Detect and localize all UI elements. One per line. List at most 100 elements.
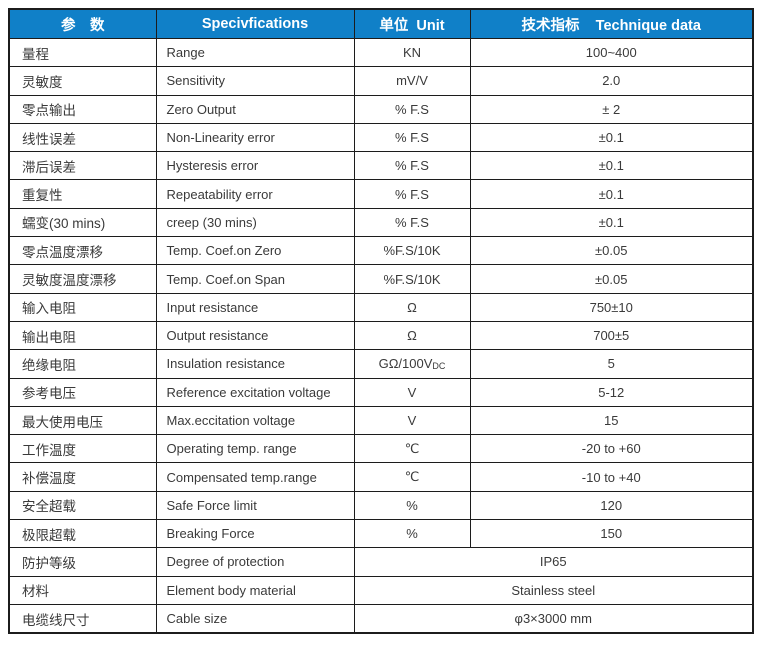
value-cell: 120 — [469, 490, 754, 521]
param-cn-cell: 补偿温度 — [8, 462, 157, 492]
table-row: 灵敏度温度漂移 Temp. Coef.on Span %F.S/10K ±0.05 — [8, 264, 754, 294]
param-cn-cell: 防护等级 — [8, 547, 157, 577]
value-cell: ±0.1 — [469, 151, 754, 181]
param-en-cell: Range — [155, 37, 355, 68]
unit-cell: % F.S — [353, 179, 471, 209]
param-cn-cell: 零点温度漂移 — [8, 236, 157, 266]
param-cn-cell: 参考电压 — [8, 377, 157, 407]
param-en-cell: Safe Force limit — [155, 490, 355, 521]
value-cell: 150 — [469, 519, 754, 549]
unit-subscript: DC — [432, 361, 446, 372]
unit-cell: % — [353, 490, 471, 521]
table-row: 零点温度漂移 Temp. Coef.on Zero %F.S/10K ±0.05 — [8, 236, 754, 266]
unit-cell: % F.S — [353, 207, 471, 238]
param-en-cell: Cable size — [155, 603, 355, 634]
param-en-cell: Element body material — [155, 575, 355, 605]
unit-cell: % — [353, 519, 471, 549]
unit-cell: V — [353, 377, 471, 407]
value-cell: ±0.1 — [469, 122, 754, 153]
spec-table: 参 数 Specivfications 单位 Unit 技术指标 Techniq… — [8, 8, 754, 635]
table-row: 参考电压 Reference excitation voltage V 5-12 — [8, 377, 754, 407]
unit-cell: % F.S — [353, 122, 471, 153]
param-en-cell: Reference excitation voltage — [155, 377, 355, 407]
value-cell: 2.0 — [469, 66, 754, 96]
unit-cell: GΩ/100VDC — [353, 349, 471, 379]
header-cell-technique-data: 技术指标 Technique data — [469, 8, 754, 39]
param-cn-cell: 输出电阻 — [8, 320, 157, 351]
value-cell: 100~400 — [469, 37, 754, 68]
spec-table-body: 量程 Range KN 100~400 灵敏度 Sensitivity mV/V 2.0 零点输… — [8, 37, 754, 634]
param-en-cell: Degree of protection — [155, 547, 355, 577]
table-row: 零点输出 Zero Output% F.S ± 2 — [8, 94, 754, 124]
value-cell: 5-12 — [469, 377, 754, 407]
table-row: 输入电阻 Input resistance Ω 750±10 — [8, 292, 754, 322]
param-cn-cell: 灵敏度 — [8, 66, 157, 96]
param-cn-cell: 电缆线尺寸 — [8, 603, 157, 634]
value-cell: -20 to +60 — [469, 434, 754, 464]
table-row: 滞后误差 Hysteresis error% F.S ±0.1 — [8, 151, 754, 181]
unit-cell: V — [353, 405, 471, 436]
unit-cell: Ω — [353, 320, 471, 351]
param-en-cell: Zero Output — [155, 94, 355, 124]
value-cell: IP65 — [353, 547, 754, 577]
table-row: 线性误差 Non-Linearity error% F.S ±0.1 — [8, 122, 754, 153]
value-cell: Stainless steel — [353, 575, 754, 605]
param-en-cell: Output resistance — [155, 320, 355, 351]
table-row: 输出电阻 Output resistance Ω 700±5 — [8, 320, 754, 351]
table-row: 防护等级 Degree of protection IP65 — [8, 547, 754, 577]
unit-cell: KN — [353, 37, 471, 68]
unit-cell: ℃ — [353, 462, 471, 492]
table-row: 安全超载 Safe Force limit% 120 — [8, 490, 754, 521]
param-cn-cell: 量程 — [8, 37, 157, 68]
param-cn-cell: 蠕变(30 mins) — [8, 207, 157, 238]
param-cn-cell: 极限超载 — [8, 519, 157, 549]
value-cell: φ3×3000 mm — [353, 603, 754, 634]
value-cell: ±0.1 — [469, 207, 754, 238]
param-en-cell: Non-Linearity error — [155, 122, 355, 153]
param-en-cell: Repeatability error — [155, 179, 355, 209]
unit-cell: %F.S/10K — [353, 236, 471, 266]
param-cn-cell: 绝缘电阻 — [8, 349, 157, 379]
table-row: 工作温度 Operating temp. range ℃ -20 to +60 — [8, 434, 754, 464]
unit-cell: %F.S/10K — [353, 264, 471, 294]
header-cell-specifications: Specivfications — [155, 8, 355, 39]
table-row: 电缆线尺寸 Cable size φ3×3000 mm — [8, 603, 754, 634]
unit-cell: ℃ — [353, 434, 471, 464]
param-en-cell: Hysteresis error — [155, 151, 355, 181]
param-en-cell: Breaking Force — [155, 519, 355, 549]
unit-cell: % F.S — [353, 151, 471, 181]
param-en-cell: Temp. Coef.on Span — [155, 264, 355, 294]
value-cell: 15 — [469, 405, 754, 436]
param-cn-cell: 重复性 — [8, 179, 157, 209]
table-row: 灵敏度 Sensitivity mV/V 2.0 — [8, 66, 754, 96]
param-cn-cell: 线性误差 — [8, 122, 157, 153]
value-cell: 5 — [469, 349, 754, 379]
table-row: 补偿温度 Compensated temp.range ℃ -10 to +40 — [8, 462, 754, 492]
param-en-cell: Operating temp. range — [155, 434, 355, 464]
table-row: 材料 Element body material Stainless steel — [8, 575, 754, 605]
param-cn-cell: 材料 — [8, 575, 157, 605]
param-cn-cell: 工作温度 — [8, 434, 157, 464]
unit-cell: % F.S — [353, 94, 471, 124]
spec-sheet: 参 数 Specivfications 单位 Unit 技术指标 Techniq… — [8, 8, 754, 635]
param-en-cell: Max.eccitation voltage — [155, 405, 355, 436]
value-cell: 700±5 — [469, 320, 754, 351]
unit-cell: mV/V — [353, 66, 471, 96]
value-cell: 750±10 — [469, 292, 754, 322]
unit-cell: Ω — [353, 292, 471, 322]
value-cell: -10 to +40 — [469, 462, 754, 492]
param-cn-cell: 最大使用电压 — [8, 405, 157, 436]
value-cell: ±0.05 — [469, 236, 754, 266]
param-en-cell: Insulation resistance — [155, 349, 355, 379]
param-en-cell: Compensated temp.range — [155, 462, 355, 492]
table-row: 重复性 Repeatability error% F.S ±0.1 — [8, 179, 754, 209]
header-cell-unit: 单位 Unit — [353, 8, 471, 39]
table-header-row: 参 数 Specivfications 单位 Unit 技术指标 Techniq… — [8, 8, 754, 39]
table-row: 最大使用电压 Max.eccitation voltage V 15 — [8, 405, 754, 436]
param-en-cell: Sensitivity — [155, 66, 355, 96]
param-cn-cell: 输入电阻 — [8, 292, 157, 322]
param-cn-cell: 零点输出 — [8, 94, 157, 124]
table-row: 量程 Range KN 100~400 — [8, 37, 754, 68]
param-en-cell: creep (30 mins) — [155, 207, 355, 238]
param-cn-cell: 安全超载 — [8, 490, 157, 521]
